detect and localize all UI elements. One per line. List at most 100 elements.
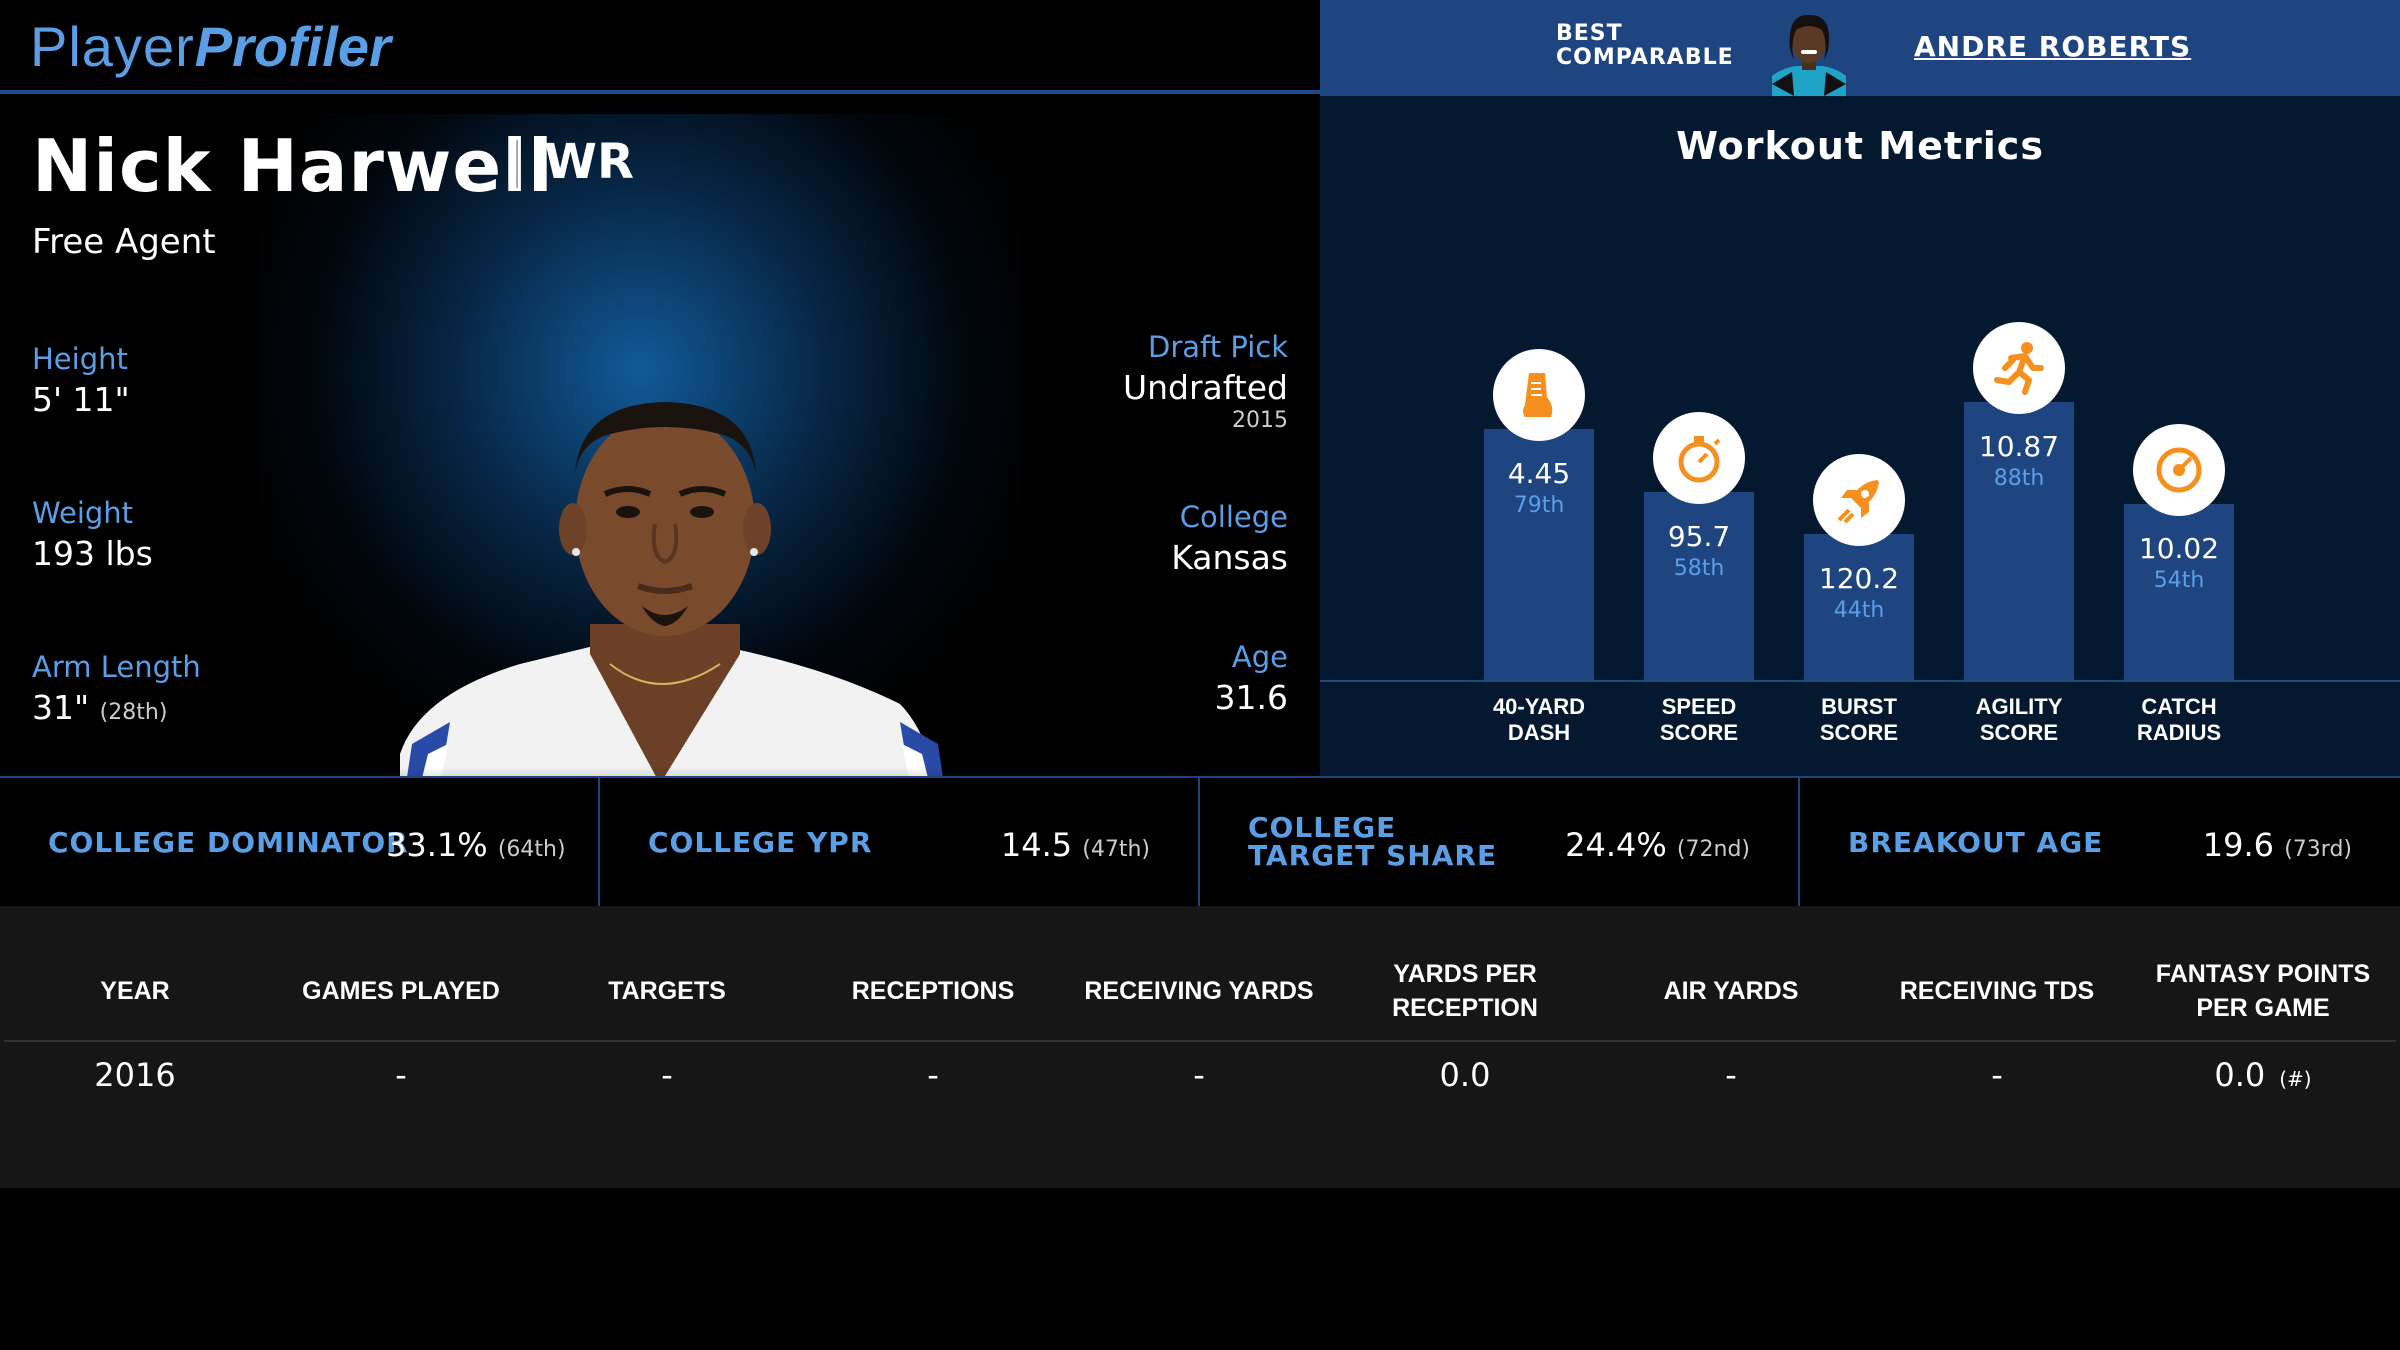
rocket-icon (1813, 454, 1905, 546)
player-position: WR (544, 134, 634, 190)
best-comparable-label: BEST COMPARABLE (1556, 22, 1756, 70)
player-photo (360, 324, 980, 776)
best-comparable-bar: BEST COMPARABLE ANDRE ROBERTS (1320, 0, 2400, 96)
metric-value: 95.7 (1667, 520, 1731, 553)
column-header[interactable]: YARDS PER RECEPTION (1392, 960, 1538, 1022)
college-stat-percentile: (47th) (1082, 837, 1150, 862)
column-header[interactable]: RECEIVING YARDS (1084, 977, 1314, 1005)
weight-label: Weight (32, 496, 134, 530)
player-name: Nick Harwell (32, 124, 554, 208)
logo-text-profiler: Profiler (194, 15, 391, 78)
college-stat-value: 19.6 (73rd) (2203, 826, 2352, 864)
target-icon (2133, 424, 2225, 516)
column-header[interactable]: AIR YARDS (1663, 977, 1799, 1005)
table-cell: - (395, 1056, 407, 1094)
table-cell: 0.0 (1439, 1056, 1491, 1094)
draft-pick-label: Draft Pick (1148, 330, 1288, 364)
logo-text-player: Player (30, 15, 195, 78)
column-header[interactable]: RECEPTIONS (851, 977, 1015, 1005)
arm-length-value: 31" (28th) (32, 688, 167, 727)
workout-metrics-chart: 4.45 79th 40-YARD DASH 95.7 58th SPEED SCORE 120… (1320, 96, 2400, 776)
season-stats-table: YEAR GAMES PLAYED TARGETS RECEPTIONS RECEIVI… (0, 906, 2400, 1188)
workout-axis-line (1320, 680, 2400, 682)
college-stat-number: 14.5 (1000, 826, 1073, 864)
college-stat-percentile: (73rd) (2284, 837, 2352, 862)
arm-length-label: Arm Length (32, 650, 201, 684)
table-cell-value: 0.0 (2214, 1056, 2266, 1094)
metric-bar (1964, 402, 2074, 680)
table-cell: - (661, 1056, 673, 1094)
age-value: 31.6 (1214, 678, 1288, 717)
best-comparable-label-line2: COMPARABLE (1556, 45, 1734, 70)
metric-bar (1484, 429, 1594, 680)
height-value: 5' 11" (32, 380, 130, 419)
best-comparable-label-line1: BEST (1556, 21, 1623, 46)
height-label: Height (32, 342, 128, 376)
metric-label: 40-YARD DASH (1492, 694, 1586, 745)
college-stat-label: COLLEGE TARGET SHARE (1248, 811, 1498, 872)
metric-value: 120.2 (1818, 562, 1900, 595)
site-header: PlayerProfiler (0, 0, 1320, 94)
college-stats-strip: COLLEGE DOMINATOR 33.1% (64th) COLLEGE Y… (0, 776, 2400, 908)
metric-value: 4.45 (1507, 457, 1571, 490)
college-stat-value: 14.5 (47th) (1001, 826, 1150, 864)
table-divider (4, 1040, 2396, 1042)
metric-label: BURST SCORE (1819, 694, 1899, 745)
comparable-player-link[interactable]: ANDRE ROBERTS (1914, 30, 2192, 63)
stopwatch-icon (1653, 412, 1745, 504)
college-stat-number: 24.4% (1565, 826, 1667, 864)
college-stat-number: 19.6 (2202, 826, 2275, 864)
college-value: Kansas (1171, 538, 1288, 577)
metric-percentile: 44th (1833, 598, 1885, 623)
comparable-avatar[interactable] (1772, 10, 1846, 96)
college-stat-label: BREAKOUT AGE (1848, 826, 2104, 859)
column-header[interactable]: TARGETS (608, 977, 726, 1005)
metric-label: AGILITY SCORE (1975, 694, 2063, 745)
workout-metrics-title: Workout Metrics (1676, 124, 2044, 168)
table-cell: 0.0 (#) (2130, 1056, 2396, 1094)
site-logo[interactable]: PlayerProfiler (30, 12, 391, 83)
metric-value: 10.87 (1978, 430, 2060, 463)
metric-value: 10.02 (2138, 532, 2220, 565)
college-label: College (1179, 500, 1288, 534)
college-stat-value: 24.4% (72nd) (1565, 826, 1750, 864)
workout-metrics-panel: Workout Metrics 4.45 79th 40-YARD DASH 95.7 5… (1320, 96, 2400, 776)
metric-label: CATCH RADIUS (2136, 694, 2222, 745)
arm-length-percentile: (28th) (99, 700, 168, 725)
column-header[interactable]: FANTASY POINTS PER GAME (2155, 960, 2371, 1022)
table-cell: - (927, 1056, 939, 1094)
metric-bar (1804, 534, 1914, 680)
arm-length-number: 31" (32, 688, 90, 727)
college-stat-percentile: (72nd) (1676, 837, 1750, 862)
age-label: Age (1231, 640, 1288, 674)
column-header[interactable]: RECEIVING TDS (1899, 977, 2095, 1005)
metric-percentile: 88th (1993, 466, 2045, 491)
column-header[interactable]: GAMES PLAYED (302, 977, 500, 1005)
position-divider (516, 140, 518, 188)
metric-percentile: 54th (2153, 568, 2205, 593)
column-header[interactable]: YEAR (100, 977, 170, 1005)
metric-label: SPEED SCORE (1659, 694, 1739, 745)
college-stat-number: 33.1% (386, 826, 488, 864)
shoe-icon (1493, 349, 1585, 441)
table-cell: - (1725, 1056, 1737, 1094)
college-stat-breakout-age: BREAKOUT AGE 19.6 (73rd) (1800, 778, 2400, 908)
college-stat-ypr: COLLEGE YPR 14.5 (47th) (600, 778, 1200, 908)
college-stat-value: 33.1% (64th) (386, 826, 566, 864)
draft-pick-value: Undrafted (1122, 368, 1288, 407)
college-stat-dominator: COLLEGE DOMINATOR 33.1% (64th) (0, 778, 600, 908)
weight-value: 193 lbs (32, 534, 153, 573)
table-cell: - (1193, 1056, 1205, 1094)
metric-bar (1644, 492, 1754, 680)
rank-marker: (#) (2279, 1067, 2312, 1091)
player-hero: Nick Harwell WR Free Agent Height 5' 11"… (0, 94, 1320, 776)
table-cell: 2016 (94, 1056, 176, 1094)
table-cell: - (1991, 1056, 2003, 1094)
metric-bar (2124, 504, 2234, 680)
metric-percentile: 58th (1673, 556, 1725, 581)
college-stat-label: COLLEGE YPR (648, 826, 873, 859)
college-stat-percentile: (64th) (497, 837, 566, 862)
runner-icon (1973, 322, 2065, 414)
college-stat-target-share: COLLEGE TARGET SHARE 24.4% (72nd) (1200, 778, 1800, 908)
draft-year: 2015 (1232, 408, 1288, 433)
